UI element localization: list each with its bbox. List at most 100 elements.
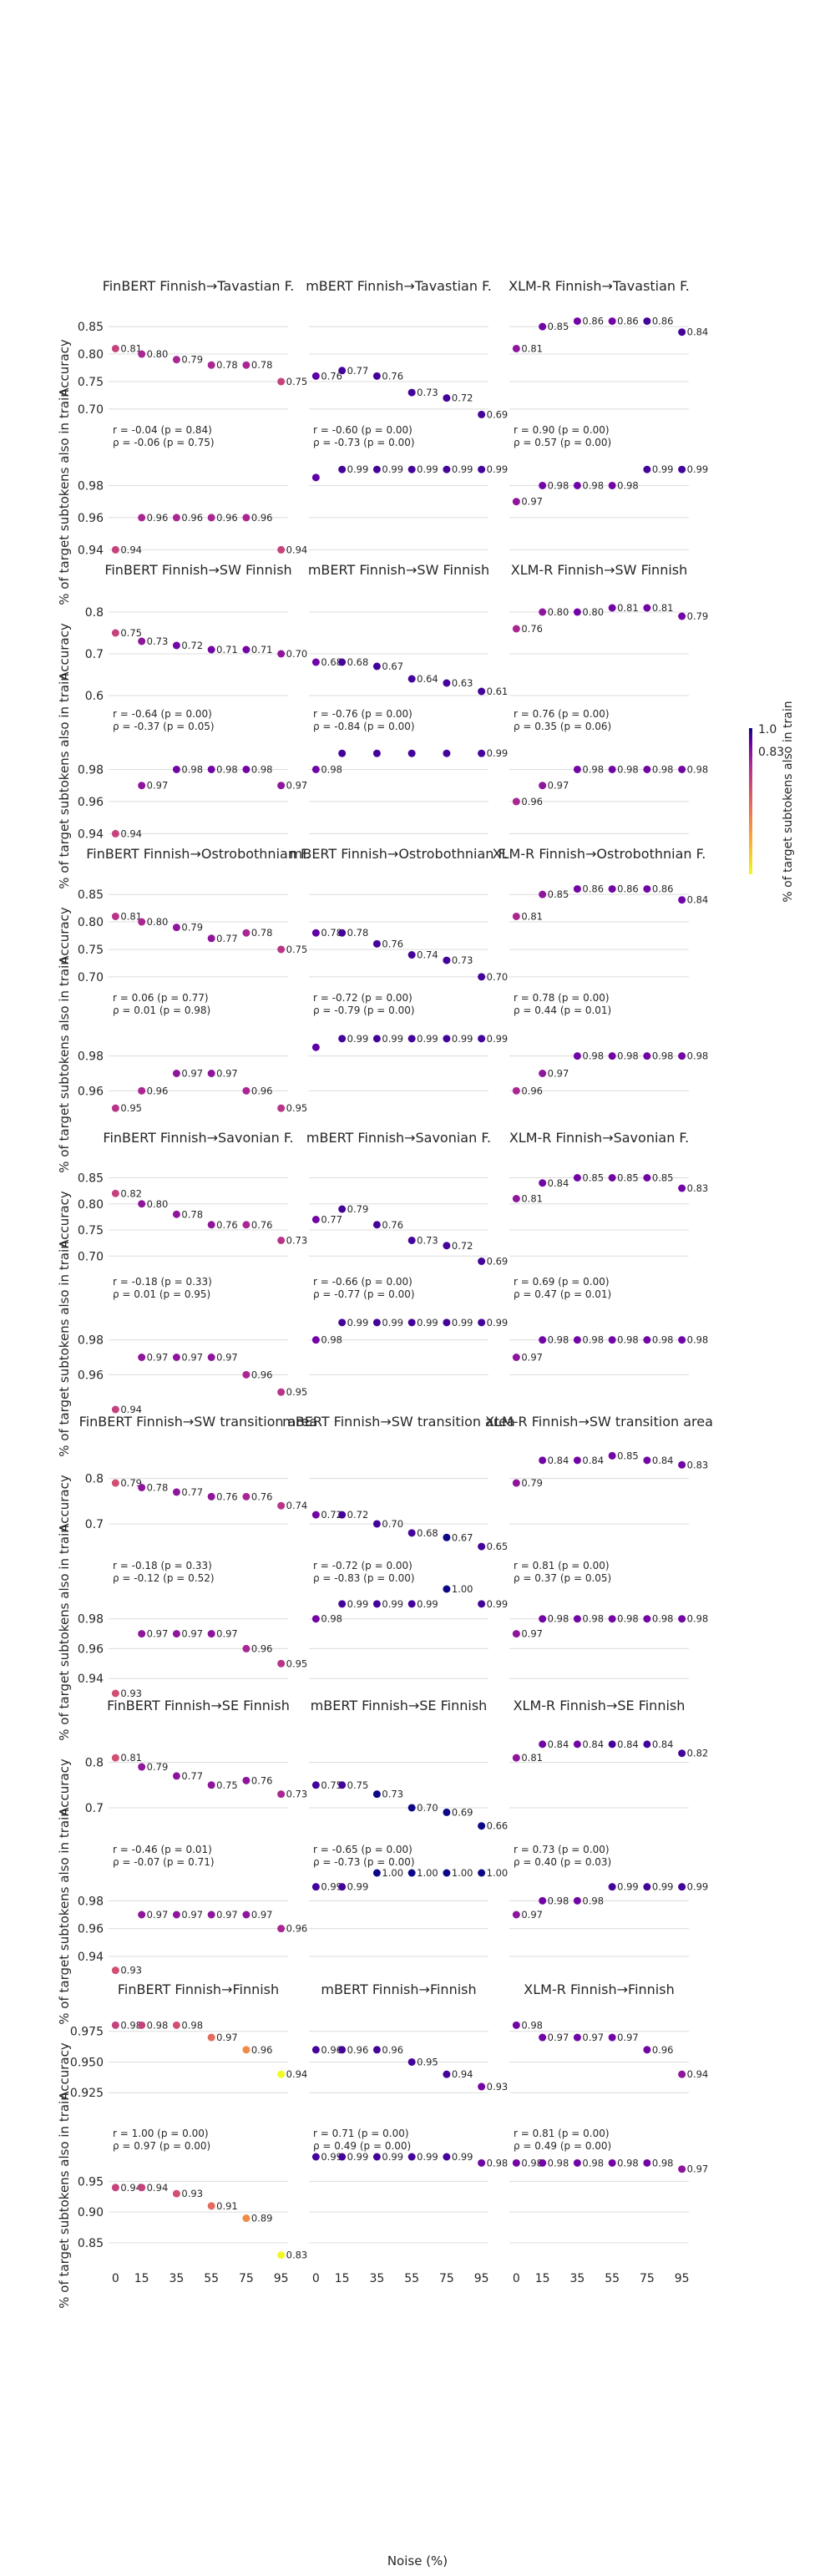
coverage-label: 0.98 xyxy=(487,2157,509,2169)
coverage-label: 0.98 xyxy=(582,479,604,491)
accuracy-label: 0.98 xyxy=(521,2019,543,2031)
coverage-label: 0.97 xyxy=(147,1909,169,1921)
x-tick-label: 75 xyxy=(640,2272,655,2285)
accuracy-point xyxy=(277,1790,286,1799)
accuracy-point xyxy=(372,2046,381,2054)
accuracy-point xyxy=(242,1492,250,1501)
coverage-point xyxy=(242,1644,250,1652)
coverage-point xyxy=(372,2153,381,2161)
coverage-label: 0.94 xyxy=(120,827,142,839)
coverage-label: 0.96 xyxy=(521,796,543,807)
coverage-point xyxy=(608,2158,616,2167)
accuracy-point xyxy=(643,2046,651,2054)
coverage-label: 0.95 xyxy=(120,1102,142,1114)
coverage-label: 0.98 xyxy=(251,763,273,775)
stat-spearman: ρ = 0.49 (p = 0.00) xyxy=(514,2140,611,2152)
facet-row-5: Accuracy% of target subtokens also in tr… xyxy=(57,1698,708,2025)
coverage-label: 0.99 xyxy=(417,1598,438,1610)
accuracy-point xyxy=(407,675,416,683)
coverage-point xyxy=(372,749,381,757)
accuracy-point xyxy=(172,356,180,364)
coverage-label: 0.96 xyxy=(216,512,238,524)
coverage-label: 1.00 xyxy=(487,1867,509,1879)
coverage-point xyxy=(172,765,180,773)
x-tick-label: 95 xyxy=(274,2272,289,2285)
coverage-label: 0.99 xyxy=(487,1317,509,1328)
accuracy-point xyxy=(172,2021,180,2029)
acc-tick-label: 0.8 xyxy=(85,606,104,620)
accuracy-point xyxy=(172,924,180,932)
accuracy-point xyxy=(207,361,215,369)
x-tick-label: 55 xyxy=(605,2272,620,2285)
colorbar-tick-low: 0.83 xyxy=(758,746,784,759)
accuracy-label: 0.81 xyxy=(521,1193,543,1205)
accuracy-point xyxy=(573,1740,581,1749)
accuracy-point xyxy=(277,1501,286,1510)
coverage-point xyxy=(478,465,486,473)
coverage-point xyxy=(372,1318,381,1327)
accuracy-label: 0.97 xyxy=(617,2032,639,2043)
coverage-point xyxy=(242,1910,250,1919)
accuracy-point xyxy=(678,612,686,620)
stat-pearson: r = 0.69 (p = 0.00) xyxy=(514,1276,610,1288)
coverage-point xyxy=(311,1615,320,1623)
accuracy-label: 0.79 xyxy=(521,1477,543,1489)
coverage-point xyxy=(207,1070,215,1077)
accuracy-point xyxy=(207,1221,215,1229)
accuracy-label: 0.84 xyxy=(582,1738,604,1750)
coverage-point xyxy=(478,1869,486,1877)
coverage-point xyxy=(678,1615,686,1623)
coverage-point xyxy=(277,1925,286,1933)
accuracy-point xyxy=(643,1174,651,1182)
coverage-point xyxy=(242,1086,250,1095)
coverage-label: 0.89 xyxy=(251,2213,273,2224)
accuracy-point xyxy=(443,1533,451,1541)
coverage-label: 0.98 xyxy=(548,1895,569,1906)
panel-r5-c0: FinBERT Finnish→SE Finnish r = -0.46 (p =… xyxy=(107,1698,307,1976)
accuracy-point xyxy=(608,2033,616,2042)
panel-title: XLM-R Finnish→Tavastian F. xyxy=(509,278,690,294)
accuracy-point xyxy=(277,2070,286,2078)
panel-r5-c1: mBERT Finnish→SE Finnish r = -0.65 (p = 0… xyxy=(309,1698,509,1957)
accuracy-point xyxy=(172,1210,180,1218)
accuracy-label: 0.85 xyxy=(617,1172,639,1184)
accuracy-label: 0.78 xyxy=(181,1208,203,1220)
coverage-point xyxy=(277,1388,286,1396)
stat-pearson: r = -0.18 (p = 0.33) xyxy=(113,1560,212,1571)
accuracy-label: 0.70 xyxy=(417,1802,438,1814)
accuracy-label: 0.82 xyxy=(120,1187,142,1199)
accuracy-label: 0.65 xyxy=(487,1541,509,1552)
accuracy-point xyxy=(338,2046,347,2054)
accuracy-point xyxy=(539,1456,547,1465)
coverage-label: 0.99 xyxy=(347,463,369,475)
x-tick-label: 15 xyxy=(535,2272,550,2285)
coverage-point xyxy=(573,1896,581,1905)
coverage-label: 0.98 xyxy=(582,2157,604,2169)
accuracy-point xyxy=(311,1216,320,1223)
coverage-label: 0.99 xyxy=(652,463,674,475)
coverage-point xyxy=(407,1318,416,1327)
panel-title: XLM-R Finnish→Savonian F. xyxy=(509,1130,689,1146)
accuracy-label: 0.79 xyxy=(120,1477,142,1489)
coverage-label: 0.99 xyxy=(347,1033,369,1045)
accuracy-point xyxy=(207,2033,215,2042)
coverage-label: 0.98 xyxy=(216,763,238,775)
accuracy-label: 0.77 xyxy=(181,1770,203,1782)
accuracy-point xyxy=(242,1776,250,1784)
cov-tick-label: 0.96 xyxy=(78,512,104,525)
accuracy-point xyxy=(242,645,250,654)
panel-r3-c1: mBERT Finnish→Savonian F. r = -0.66 (p = … xyxy=(306,1130,509,1375)
accuracy-label: 0.78 xyxy=(147,1481,169,1493)
coverage-point xyxy=(138,1910,146,1919)
coverage-label: 0.98 xyxy=(617,1613,639,1625)
panel-r5-c2: XLM-R Finnish→SE Finnish r = 0.73 (p = 0.… xyxy=(509,1698,708,1957)
coverage-label: 0.98 xyxy=(617,1050,639,1062)
accuracy-label: 0.93 xyxy=(487,2081,509,2093)
accuracy-point xyxy=(573,885,581,893)
accuracy-label: 0.75 xyxy=(286,376,308,387)
accuracy-point xyxy=(111,1754,119,1762)
coverage-label: 0.99 xyxy=(417,2151,438,2163)
coverage-label: 0.99 xyxy=(347,1881,369,1893)
accuracy-label: 0.84 xyxy=(652,1738,674,1750)
